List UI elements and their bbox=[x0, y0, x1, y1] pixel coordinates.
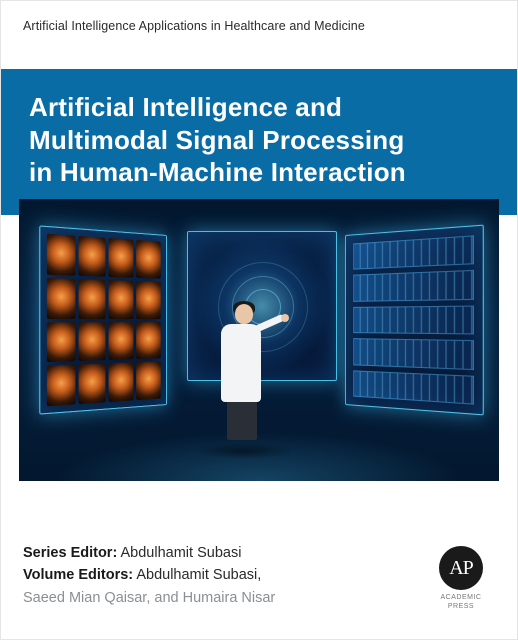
scan-thumb bbox=[136, 361, 160, 400]
person-hand bbox=[281, 314, 289, 322]
person-figure bbox=[215, 296, 273, 441]
book-cover: Artificial Intelligence Applications in … bbox=[0, 0, 518, 640]
waveform-icon bbox=[354, 339, 473, 368]
series-name: Artificial Intelligence Applications in … bbox=[23, 19, 495, 33]
chart-strip bbox=[353, 270, 474, 301]
editors-block: Series Editor: Abdulhamit Subasi Volume … bbox=[23, 542, 407, 609]
volume-editors-label: Volume Editors: bbox=[23, 567, 133, 583]
scan-thumb bbox=[108, 362, 134, 402]
scan-thumb bbox=[136, 281, 160, 319]
chart-strip bbox=[353, 305, 474, 334]
brain-scan-grid bbox=[40, 227, 166, 414]
title-line-1: Artificial Intelligence and bbox=[29, 92, 342, 122]
scan-thumb bbox=[108, 238, 134, 278]
series-editor-names: Abdulhamit Subasi bbox=[117, 545, 241, 561]
title-line-2: Multimodal Signal Processing bbox=[29, 125, 404, 155]
waveform-icon bbox=[354, 271, 473, 300]
scan-thumb bbox=[47, 322, 75, 363]
waveform-icon bbox=[354, 371, 473, 404]
title-band: Artificial Intelligence and Multimodal S… bbox=[1, 69, 517, 215]
person-shadow bbox=[197, 443, 292, 459]
scan-thumb bbox=[78, 364, 105, 405]
chart-strip bbox=[353, 338, 474, 369]
scan-thumb bbox=[136, 240, 160, 279]
scan-thumb bbox=[78, 279, 105, 319]
chart-strip bbox=[353, 370, 474, 405]
publisher-mark-icon: AP bbox=[439, 546, 483, 590]
holographic-panel-left bbox=[39, 225, 167, 414]
person-legs bbox=[227, 400, 257, 440]
scan-thumb bbox=[108, 280, 134, 319]
series-editor-label: Series Editor: bbox=[23, 545, 117, 561]
chart-strip bbox=[353, 235, 474, 270]
volume-editors-line: Volume Editors: Abdulhamit Subasi, bbox=[23, 564, 407, 586]
hero-illustration bbox=[19, 199, 499, 481]
scan-thumb bbox=[78, 322, 105, 362]
series-editor-line: Series Editor: Abdulhamit Subasi bbox=[23, 542, 407, 564]
scan-thumb bbox=[78, 236, 105, 277]
person-labcoat bbox=[221, 324, 261, 402]
title-line-3: in Human-Machine Interaction bbox=[29, 157, 406, 187]
holographic-panel-right bbox=[345, 225, 484, 416]
person-head bbox=[235, 304, 253, 324]
scan-thumb bbox=[108, 322, 134, 361]
waveform-icon bbox=[354, 306, 473, 333]
publisher-logo: AP ACADEMIC PRESS bbox=[427, 546, 495, 611]
scan-thumb bbox=[47, 278, 75, 319]
volume-editors-primary: Abdulhamit Subasi, bbox=[133, 567, 261, 583]
waveform-icon bbox=[354, 237, 473, 270]
scan-thumb bbox=[47, 234, 75, 276]
book-title: Artificial Intelligence and Multimodal S… bbox=[29, 91, 489, 189]
chart-column bbox=[346, 226, 483, 415]
scan-thumb bbox=[136, 322, 160, 360]
scan-thumb bbox=[47, 365, 75, 407]
publisher-name: ACADEMIC PRESS bbox=[427, 594, 495, 611]
publisher-mark-text: AP bbox=[449, 557, 473, 580]
volume-editors-secondary: Saeed Mian Qaisar, and Humaira Nisar bbox=[23, 587, 407, 609]
